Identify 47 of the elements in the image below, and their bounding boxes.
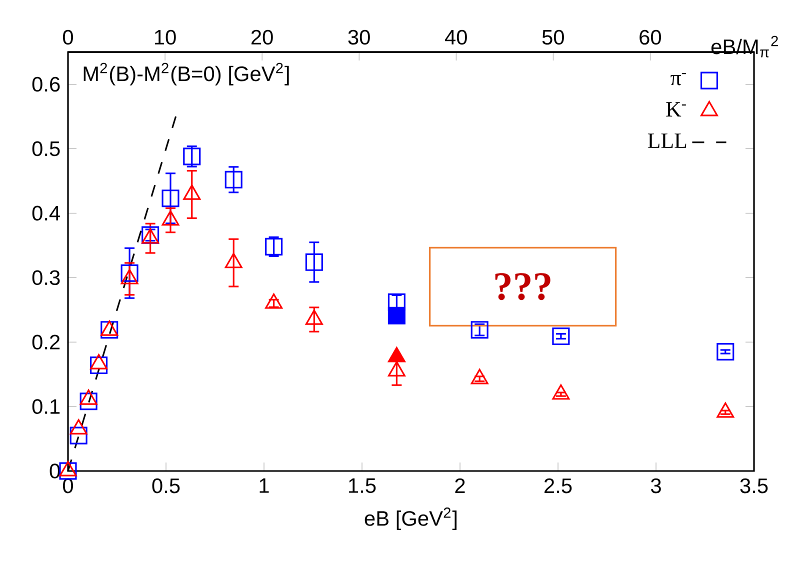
- x-tick-label: 1.5: [349, 478, 376, 493]
- annotation: ???: [495, 273, 550, 300]
- point: [120, 268, 138, 284]
- x2-tick-label: 40: [444, 30, 467, 45]
- x-tick-label: 1: [260, 478, 269, 493]
- y-tick-label: 0.3: [32, 270, 60, 286]
- point: [265, 238, 283, 256]
- y-tick-label: 0.2: [32, 334, 60, 350]
- point: [183, 148, 201, 166]
- legend-label: K$^{-}$: [666, 102, 686, 116]
- y-tick-label: 0.6: [32, 76, 60, 92]
- x2-tick-label: 50: [542, 30, 564, 45]
- x-tick-label: 2.5: [544, 478, 572, 494]
- x-tick-label: 2: [455, 478, 465, 493]
- y-axis-title: M$^{2}$(B)-M$^{2}$(B=0) [GeV$^{2}$]: [84, 62, 289, 86]
- point: [388, 346, 406, 362]
- x-tick-label: 0.5: [152, 478, 180, 494]
- y-tick-label: 0.4: [32, 206, 60, 221]
- y-tick-label: 0.1: [32, 399, 60, 414]
- point: [388, 361, 406, 376]
- point: [90, 354, 108, 370]
- point: [70, 419, 88, 434]
- point: [80, 389, 98, 405]
- point: [120, 264, 138, 282]
- x-tick-label: 3.5: [740, 478, 768, 494]
- x2-tick-label: 20: [251, 30, 273, 45]
- point: [716, 402, 734, 418]
- point: [224, 252, 242, 268]
- point: [162, 190, 180, 208]
- point: [59, 461, 77, 476]
- x2-tick-label: 10: [154, 30, 176, 45]
- y-tick-label: 0.5: [32, 141, 60, 156]
- y-tick-label: 0: [50, 464, 60, 478]
- point: [470, 368, 488, 384]
- legend-label: π$^{-}$: [670, 72, 686, 86]
- legend-label: LLL: [648, 134, 686, 148]
- x2-tick-label: 0: [62, 30, 73, 45]
- point: [388, 306, 406, 324]
- point: [224, 170, 242, 188]
- point: [552, 384, 570, 400]
- x2-tick-label: 30: [348, 30, 370, 45]
- x2-tick-label: 60: [640, 30, 661, 45]
- x-axis-title: eB [GeV$^{2}$]: [364, 508, 457, 530]
- x-tick-label: 3: [650, 478, 661, 494]
- point: [100, 320, 118, 336]
- point: [305, 253, 323, 271]
- point: [265, 293, 283, 309]
